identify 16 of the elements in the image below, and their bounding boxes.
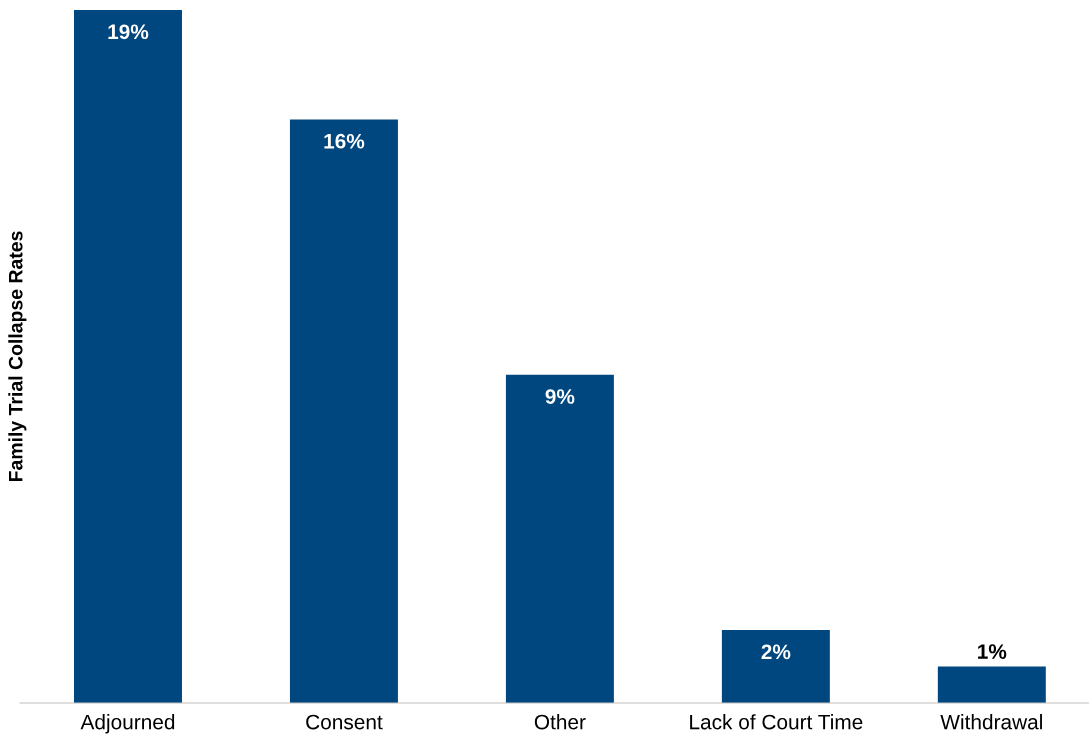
x-tick-label: Other [534, 714, 586, 730]
x-tick-label: Lack of Court Time [690, 714, 863, 730]
x-tick-label: Withdrawal [940, 714, 1042, 730]
bar [289, 119, 398, 703]
data-label: 16% [324, 133, 365, 149]
x-tick-label: Adjourned [80, 714, 175, 734]
bar [937, 666, 1046, 703]
data-label: 19% [108, 24, 149, 40]
bar [505, 374, 614, 703]
data-label: 9% [545, 389, 575, 404]
data-label: 2% [761, 644, 791, 660]
bar [73, 10, 182, 703]
data-label: 1% [978, 644, 1007, 659]
y-axis-title: Family Trial Collapse Rates [8, 231, 27, 482]
x-tick-label: Consent [306, 714, 383, 730]
bar [721, 630, 830, 703]
